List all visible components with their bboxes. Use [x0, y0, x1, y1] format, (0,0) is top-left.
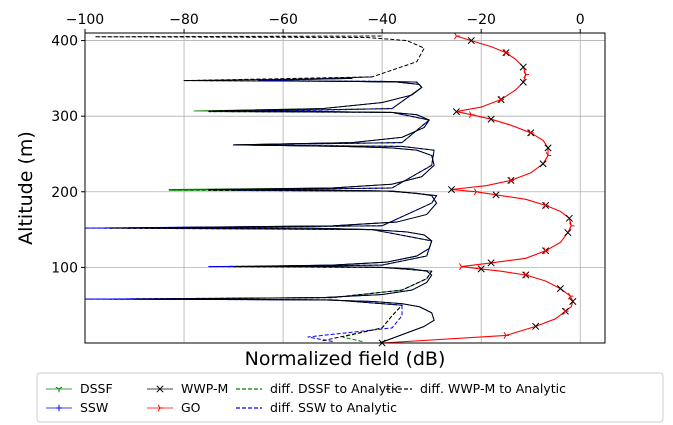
y-tick-label: 200 — [51, 185, 78, 201]
wwpm-point — [487, 115, 495, 123]
legend-entry: diff. DSSF to Analytic — [236, 381, 402, 396]
wwpm-point — [544, 144, 552, 152]
go-point — [459, 263, 465, 271]
series-layer — [84, 35, 574, 344]
plot-frame — [84, 32, 606, 344]
legend-entry: WWP-M — [147, 381, 228, 396]
wwpm-point — [532, 322, 540, 330]
legend-label: diff. DSSF to Analytic — [270, 381, 402, 396]
legend-label: diff. SSW to Analytic — [270, 400, 397, 415]
x-axis: −100 −80 −60 −40 −20 0 — [66, 12, 585, 33]
x-tick-label: −60 — [268, 12, 298, 28]
x-tick-label: −80 — [169, 12, 199, 28]
go-point — [468, 111, 475, 119]
legend-entry: DSSF — [46, 381, 113, 396]
legend-marker — [157, 404, 164, 412]
legend-entry: SSW — [46, 400, 108, 415]
x-axis-label: Normalized field (dB) — [245, 348, 446, 370]
series-line-diff-wwp-m-to-analytic — [94, 35, 438, 342]
x-tick-label: −40 — [367, 12, 397, 28]
series-line-go — [382, 35, 574, 344]
x-tick-label: 0 — [576, 12, 585, 28]
legend-label: WWP-M — [181, 381, 228, 396]
wwpm-point — [519, 78, 527, 86]
go-point — [498, 96, 505, 103]
legend-box — [36, 372, 664, 423]
wwpm-point — [569, 297, 577, 305]
legend-label: GO — [181, 400, 201, 415]
go-point — [567, 292, 574, 300]
go-point — [545, 152, 552, 159]
go-point — [528, 129, 534, 137]
wwpm-point — [565, 214, 573, 222]
go-point — [568, 222, 575, 230]
go-point — [543, 247, 549, 255]
wwpm-point — [447, 185, 456, 194]
y-tick-label: 400 — [51, 34, 78, 50]
legend: DSSF SSW WWP-M GO diff. DSSF to Analytic diff… — [36, 372, 664, 423]
x-tick-label: −20 — [466, 12, 496, 28]
legend-entry: GO — [147, 400, 201, 415]
grid — [84, 33, 605, 343]
wwpm-point — [492, 191, 500, 199]
wwpm-point — [452, 108, 460, 116]
legend-entry: diff. SSW to Analytic — [236, 400, 397, 415]
y-axis: 100 200 300 400 — [51, 34, 85, 276]
wwpm-point — [539, 160, 547, 168]
wwpm-point — [467, 37, 475, 45]
legend-entry: diff. WWP-M to Analytic — [386, 381, 566, 396]
go-point — [563, 307, 569, 315]
legend-label: SSW — [80, 400, 108, 415]
wwpm-point — [519, 63, 527, 71]
wwpm-point — [477, 265, 485, 273]
go-point — [473, 188, 480, 196]
wwpm-point — [487, 259, 495, 267]
x-tick-label: −100 — [66, 12, 104, 28]
y-tick-label: 300 — [51, 109, 78, 125]
wwpm-point — [564, 229, 572, 237]
go-point — [543, 201, 549, 209]
go-point — [503, 331, 510, 339]
go-point — [503, 49, 510, 57]
go-point — [523, 71, 529, 79]
legend-label: diff. WWP-M to Analytic — [420, 381, 566, 396]
wwpm-point — [556, 285, 564, 293]
y-tick-label: 100 — [51, 260, 78, 276]
y-axis-label: Altitude (m) — [15, 131, 37, 245]
go-point — [523, 271, 529, 279]
go-point — [508, 176, 515, 184]
legend-label: DSSF — [80, 381, 113, 396]
legend-marker — [55, 386, 63, 393]
legend-marker — [156, 385, 164, 393]
legend-marker — [55, 404, 63, 412]
